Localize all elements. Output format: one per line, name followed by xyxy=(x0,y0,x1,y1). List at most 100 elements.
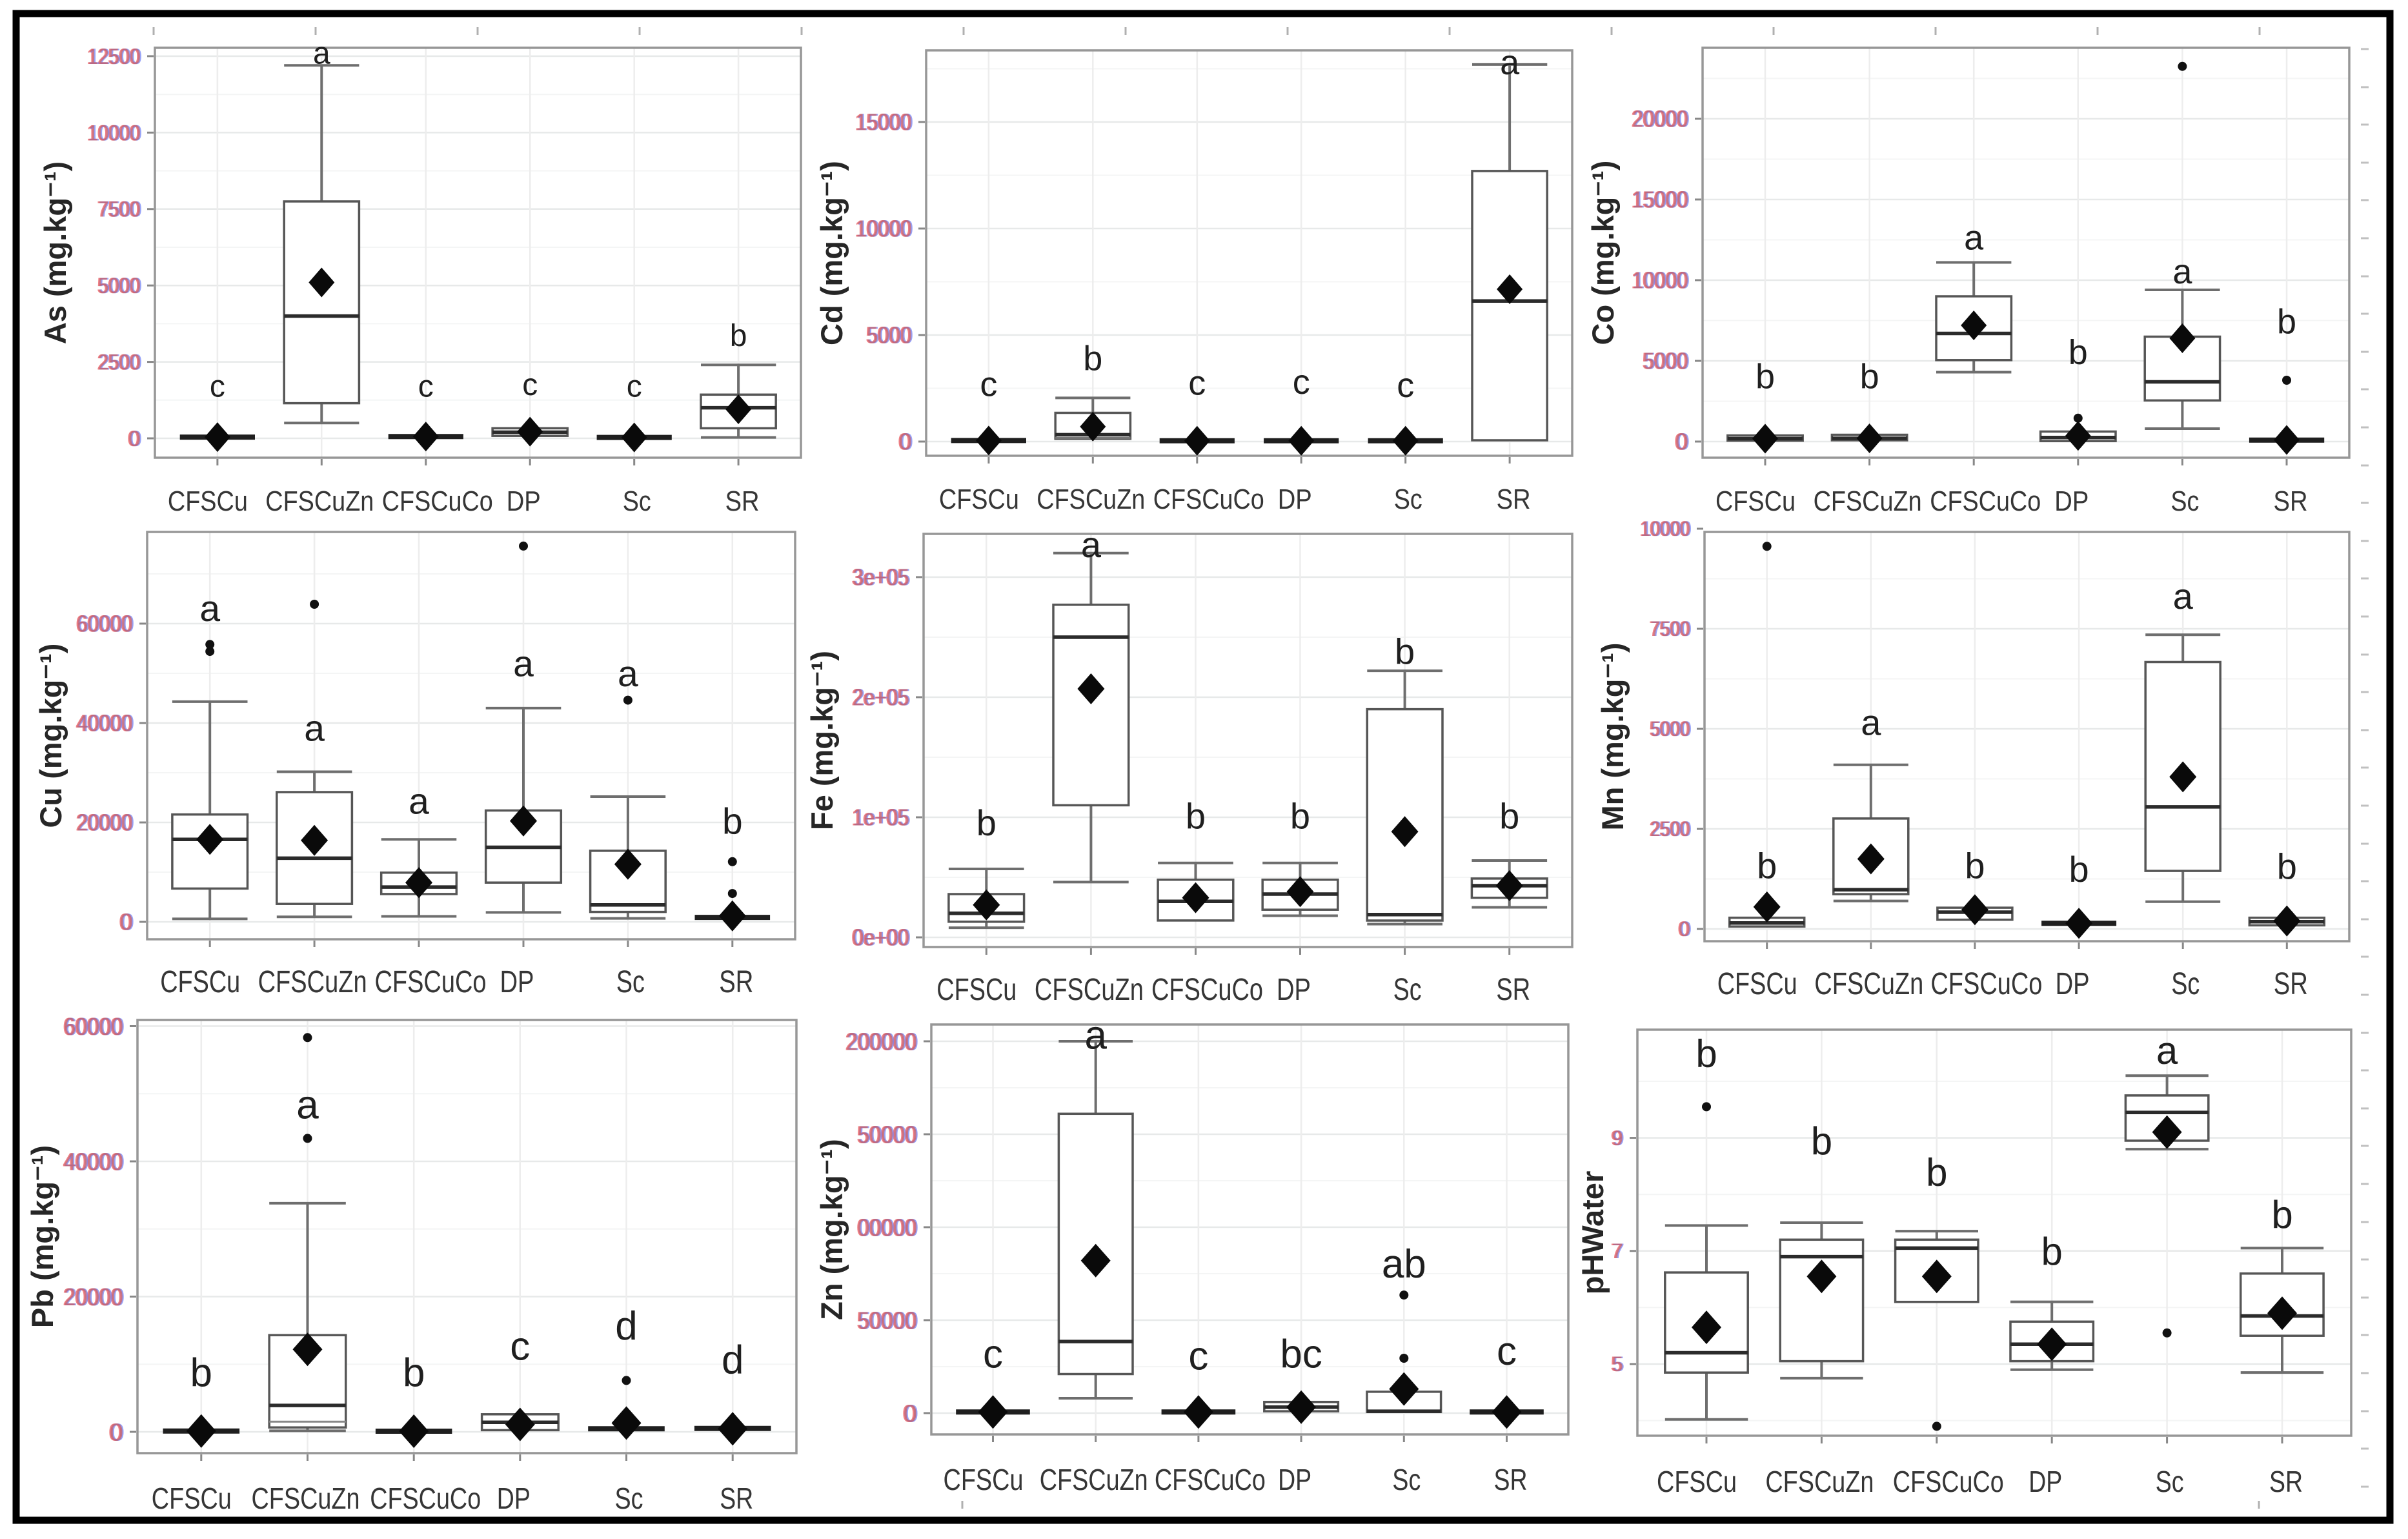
svg-text:SR: SR xyxy=(725,485,760,517)
svg-text:40000: 40000 xyxy=(64,1148,123,1176)
svg-text:0: 0 xyxy=(128,427,141,451)
svg-text:00000: 00000 xyxy=(856,1214,916,1241)
svg-text:0e+00: 0e+00 xyxy=(854,924,911,951)
svg-text:50000: 50000 xyxy=(856,1121,916,1148)
svg-text:c: c xyxy=(510,1325,530,1369)
svg-text:0: 0 xyxy=(110,1419,123,1446)
svg-text:0: 0 xyxy=(905,1400,918,1427)
svg-text:2500: 2500 xyxy=(97,351,139,375)
svg-text:9: 9 xyxy=(1610,1126,1622,1150)
svg-text:200000: 200000 xyxy=(845,1028,916,1055)
svg-text:CFSCuCo: CFSCuCo xyxy=(1151,973,1263,1007)
svg-text:00000: 00000 xyxy=(859,1214,918,1241)
svg-text:2500: 2500 xyxy=(1649,817,1689,841)
svg-text:ab: ab xyxy=(1382,1242,1426,1287)
svg-text:DP: DP xyxy=(500,965,534,999)
svg-text:b: b xyxy=(1757,845,1777,886)
svg-text:0: 0 xyxy=(130,427,142,451)
svg-text:a: a xyxy=(1500,43,1520,82)
svg-text:CFSCuZn: CFSCuZn xyxy=(252,1482,360,1515)
svg-text:0: 0 xyxy=(899,429,912,455)
svg-text:CFSCuZn: CFSCuZn xyxy=(1814,967,1923,1001)
svg-text:2e+05: 2e+05 xyxy=(851,684,908,711)
svg-text:7500: 7500 xyxy=(1652,617,1692,640)
svg-text:5000: 5000 xyxy=(98,274,141,298)
svg-text:CFSCuZn: CFSCuZn xyxy=(258,965,367,999)
svg-text:d: d xyxy=(615,1304,637,1349)
svg-text:7500: 7500 xyxy=(99,198,142,222)
svg-text:Cd (mg.kg⁻¹): Cd (mg.kg⁻¹) xyxy=(814,161,849,345)
svg-text:b: b xyxy=(2277,303,2296,341)
svg-text:CFSCu: CFSCu xyxy=(1715,485,1796,517)
svg-text:15000: 15000 xyxy=(855,109,911,136)
svg-text:1e+05: 1e+05 xyxy=(851,804,908,831)
svg-text:5: 5 xyxy=(1612,1352,1623,1376)
svg-text:CFSCu: CFSCu xyxy=(160,965,240,999)
svg-text:60000: 60000 xyxy=(77,611,133,637)
svg-text:7500: 7500 xyxy=(97,198,139,222)
svg-text:7: 7 xyxy=(1612,1239,1623,1263)
svg-text:7500: 7500 xyxy=(1650,617,1690,640)
svg-text:10000: 10000 xyxy=(89,121,142,145)
svg-text:5: 5 xyxy=(1610,1352,1622,1376)
svg-text:0: 0 xyxy=(1677,429,1690,455)
svg-text:Sc: Sc xyxy=(2170,485,2199,517)
svg-text:Sc: Sc xyxy=(1392,1463,1421,1496)
svg-text:7: 7 xyxy=(1613,1239,1624,1263)
svg-text:60000: 60000 xyxy=(78,611,134,637)
svg-text:10000: 10000 xyxy=(86,121,139,145)
svg-text:15000: 15000 xyxy=(1634,187,1690,213)
svg-text:Cu (mg.kg⁻¹): Cu (mg.kg⁻¹) xyxy=(34,644,68,828)
svg-text:10000: 10000 xyxy=(1631,267,1687,294)
svg-text:a: a xyxy=(1964,219,1984,258)
svg-text:CFSCu: CFSCu xyxy=(939,484,1019,515)
svg-text:0: 0 xyxy=(111,1419,125,1446)
svg-text:5000: 5000 xyxy=(1650,717,1690,740)
svg-text:2e+05: 2e+05 xyxy=(853,684,909,711)
svg-text:a: a xyxy=(304,708,325,749)
svg-text:c: c xyxy=(1188,1334,1208,1378)
svg-text:SR: SR xyxy=(720,1482,753,1515)
svg-text:a: a xyxy=(513,643,534,684)
svg-text:a: a xyxy=(296,1083,319,1128)
svg-text:40000: 40000 xyxy=(65,1148,125,1176)
svg-text:40000: 40000 xyxy=(77,710,133,737)
svg-text:b: b xyxy=(1695,1032,1717,1075)
svg-text:2500: 2500 xyxy=(1652,817,1692,841)
svg-text:a: a xyxy=(2172,252,2192,291)
svg-text:b: b xyxy=(1290,796,1310,837)
svg-text:a: a xyxy=(409,781,429,822)
svg-text:b: b xyxy=(1811,1119,1832,1163)
svg-text:0: 0 xyxy=(1674,429,1687,455)
svg-text:CFSCu: CFSCu xyxy=(944,1463,1024,1496)
svg-text:c: c xyxy=(980,365,997,403)
svg-text:0: 0 xyxy=(898,429,911,455)
svg-text:CFSCu: CFSCu xyxy=(936,973,1017,1007)
svg-text:Sc: Sc xyxy=(2171,967,2200,1001)
svg-text:DP: DP xyxy=(1278,484,1312,515)
svg-text:a: a xyxy=(2156,1029,2178,1072)
svg-text:a: a xyxy=(1084,1014,1107,1058)
svg-text:10000: 10000 xyxy=(857,216,913,242)
svg-text:20000: 20000 xyxy=(76,810,132,836)
svg-text:pHWater: pHWater xyxy=(1575,1171,1610,1295)
svg-text:Sc: Sc xyxy=(2156,1465,2184,1498)
svg-text:10000: 10000 xyxy=(855,216,911,242)
svg-text:20000: 20000 xyxy=(78,810,134,836)
svg-text:DP: DP xyxy=(1277,973,1311,1007)
svg-text:5000: 5000 xyxy=(868,322,913,349)
svg-text:c: c xyxy=(1188,364,1206,403)
svg-text:10000: 10000 xyxy=(1632,267,1688,294)
svg-text:b: b xyxy=(2069,849,2089,890)
svg-text:c: c xyxy=(1293,363,1310,402)
svg-text:SR: SR xyxy=(2269,1465,2303,1498)
svg-text:CFSCuCo: CFSCuCo xyxy=(375,965,487,999)
svg-text:3e+05: 3e+05 xyxy=(853,564,909,591)
svg-text:SR: SR xyxy=(719,965,753,999)
svg-text:10000: 10000 xyxy=(1634,267,1690,294)
svg-text:5: 5 xyxy=(1613,1352,1624,1376)
svg-text:50000: 50000 xyxy=(858,1121,917,1148)
svg-text:10000: 10000 xyxy=(1639,517,1689,540)
svg-text:CFSCuZn: CFSCuZn xyxy=(1765,1465,1874,1498)
svg-text:2500: 2500 xyxy=(98,351,141,375)
